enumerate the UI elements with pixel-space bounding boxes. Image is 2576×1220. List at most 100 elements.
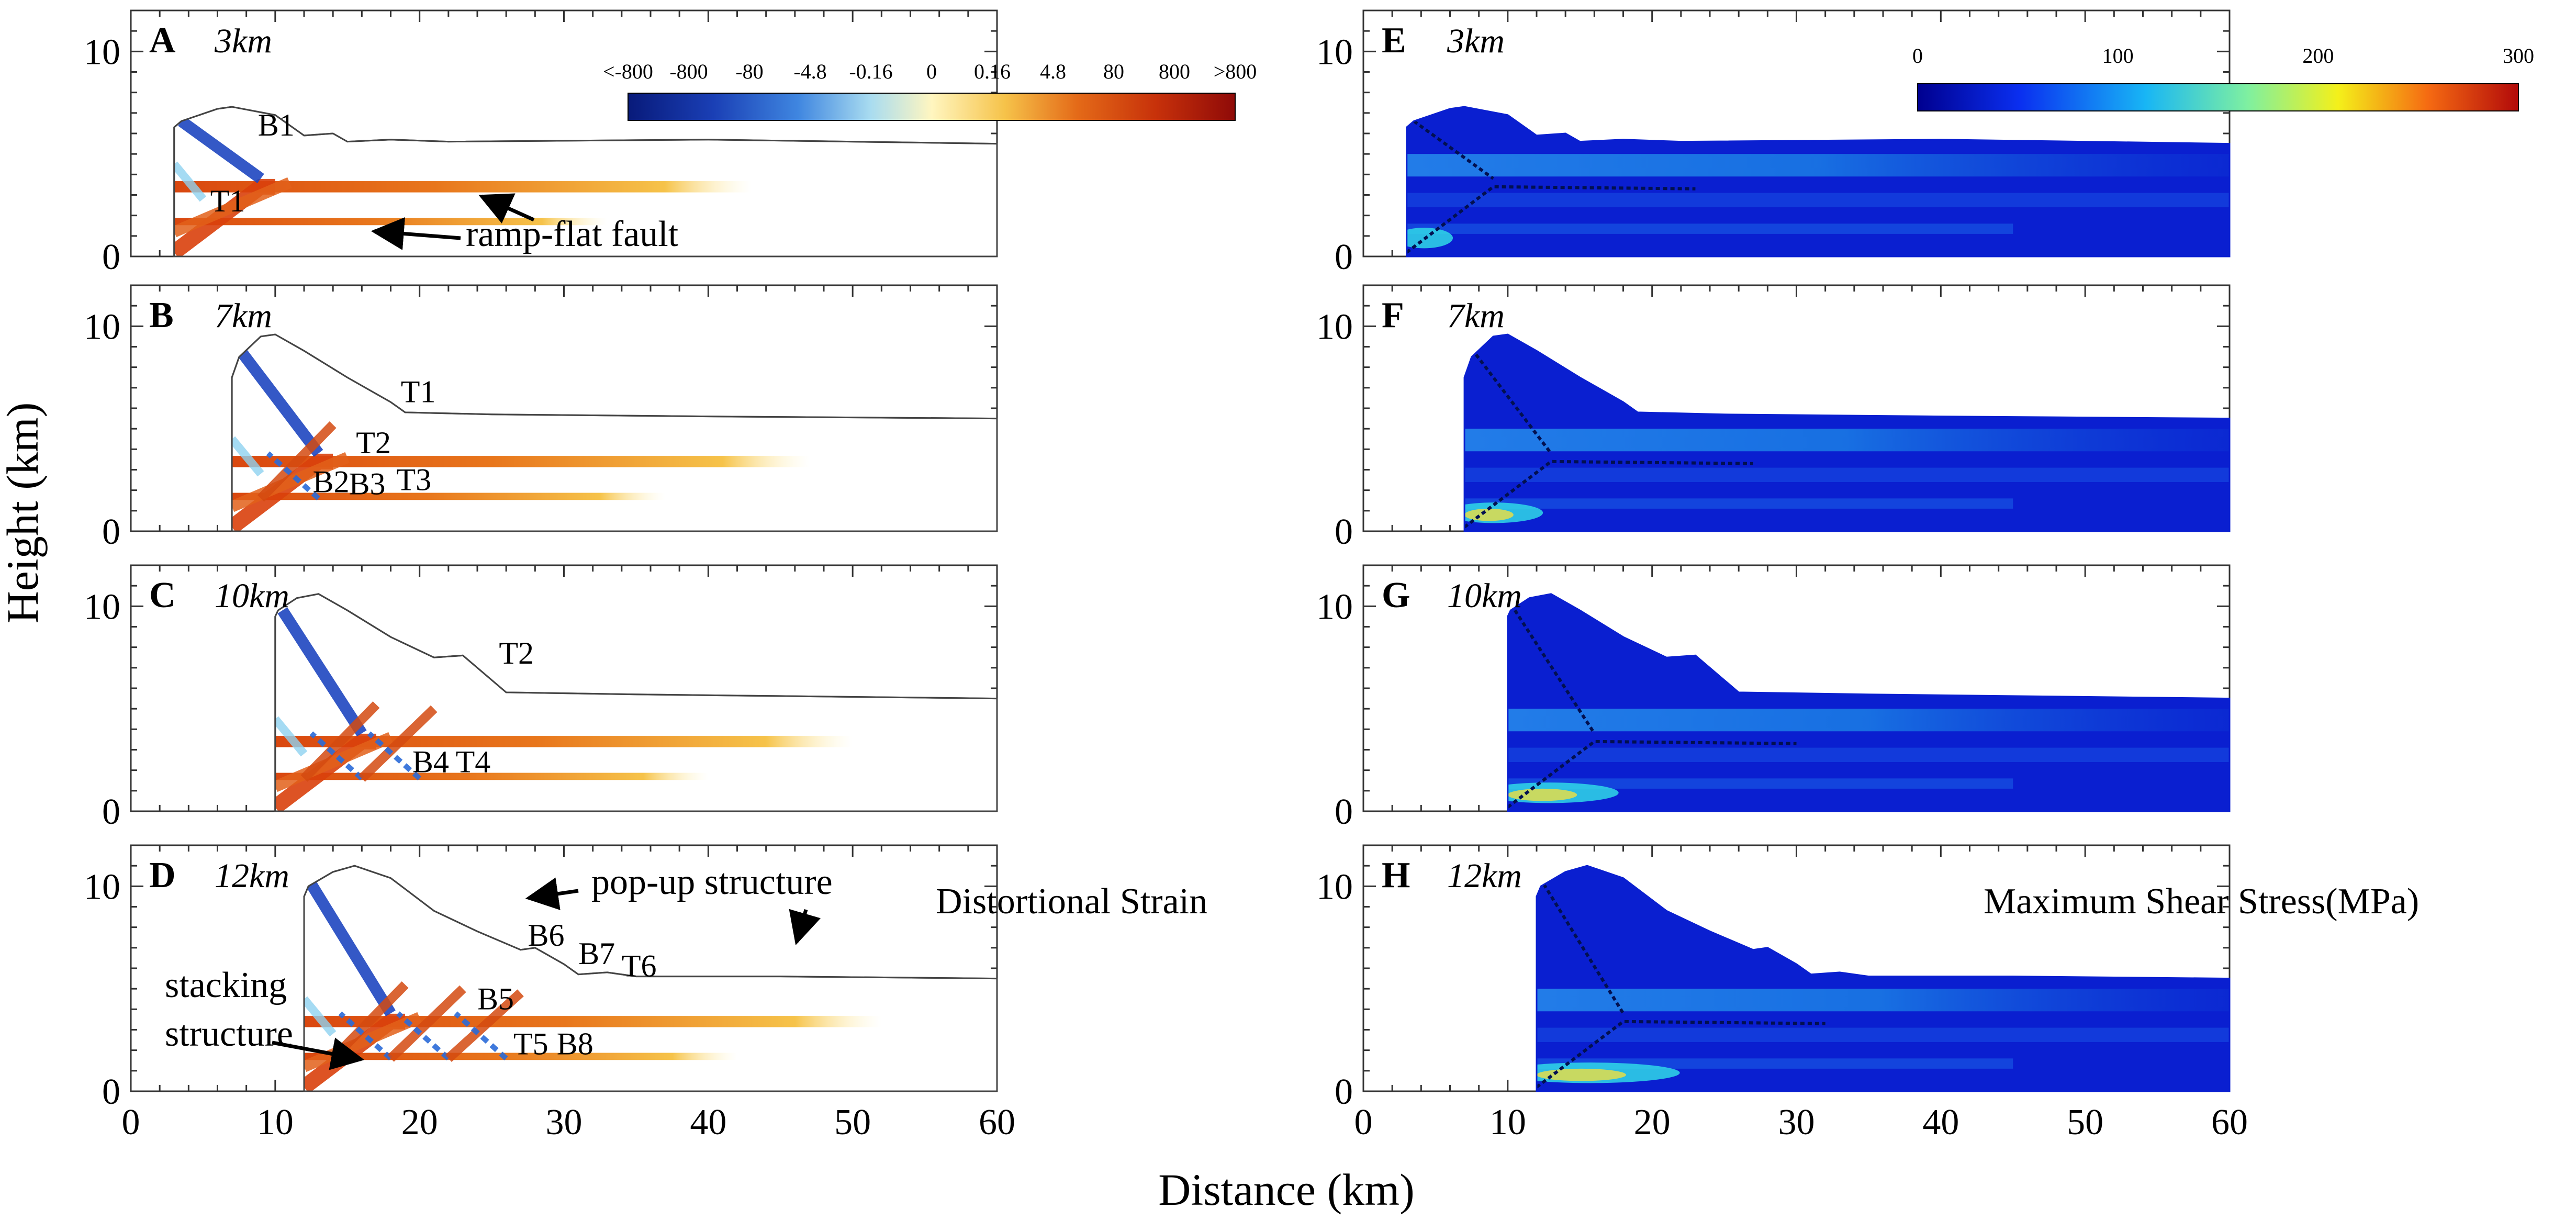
panel-shortening-label: 3km (214, 22, 272, 60)
y-tick-label: 10 (84, 587, 120, 627)
strain-section-outline (274, 593, 998, 812)
stress-mid-band (1507, 747, 2230, 762)
strain-colorbar-tick: <-800 (603, 60, 653, 83)
stress-upper-band (1537, 989, 2230, 1012)
strain-minor-zone (174, 161, 207, 202)
panel-letter: G (1382, 575, 1410, 615)
panel-shortening-label: 7km (215, 297, 272, 335)
stress-colorbar-tick: 300 (2503, 44, 2534, 68)
strain-colorbar-tick: >800 (1214, 60, 1257, 83)
x-tick-label: 50 (834, 1102, 871, 1143)
strain-colorbar-tick: 80 (1103, 60, 1124, 83)
panel-letter: B (149, 295, 174, 335)
strain-backthrust (306, 881, 396, 1016)
stress-colorbar-ramp (1917, 83, 2519, 111)
stress-mid-band (1537, 1027, 2230, 1042)
x-tick-label: 50 (2067, 1102, 2103, 1143)
stress-section-body (1406, 107, 2230, 257)
y-tick-label: 0 (1335, 512, 1353, 552)
fault-label: T1 (401, 374, 436, 409)
strain-ramp-fault (275, 732, 393, 792)
strain-backthrust (309, 731, 364, 781)
y-axis-label: Height (km) (0, 402, 48, 624)
panel-letter: A (149, 20, 176, 61)
stress-fields (1464, 348, 2230, 529)
strain-backthrust (234, 345, 323, 457)
stress-hotspot-core (1537, 1068, 1627, 1081)
strain-colorbar-ramp (628, 93, 1236, 121)
stress-fields (1537, 883, 2230, 1089)
strain-backthrust (367, 731, 421, 781)
panel-shortening-label: 7km (1447, 297, 1505, 335)
strain-colorbar-tick: 0 (926, 60, 937, 83)
stress-colorbar: 0 100 200 300 (1912, 44, 2534, 111)
strain-backthrust (454, 1011, 508, 1061)
fault-label: B3 (349, 467, 386, 501)
strain-section-body (231, 333, 998, 532)
strain-colorbar-tick: 800 (1159, 60, 1190, 83)
stress-upper-band (1507, 709, 2230, 732)
stress-fields (1406, 120, 2230, 254)
fault-label: T6 (622, 949, 657, 983)
popup-arrow-down (789, 909, 821, 946)
stacking-label-line2: structure (165, 1014, 293, 1054)
popup-label: pop-up structure (591, 862, 833, 902)
y-tick-label: 10 (1316, 867, 1353, 907)
strain-backthrust (277, 607, 367, 737)
stress-upper-band (1406, 154, 2230, 177)
strain-ramp-fault (232, 452, 350, 512)
stress-section-outline (1536, 865, 2231, 1092)
x-tick-label: 60 (2211, 1102, 2248, 1143)
stress-colorbar-ticks: 0 100 200 300 (1912, 44, 2534, 68)
ramp-flat-arrow-upper (478, 193, 535, 223)
stress-hotspot-core (1464, 508, 1514, 521)
panel-shortening-label: 3km (1447, 22, 1505, 60)
fault-label: B4 (412, 745, 449, 779)
panel-g: G 10km 0 10 (1316, 564, 2231, 832)
stress-section-outline (1463, 333, 2231, 532)
strain-colorbar-tick: -0.16 (849, 60, 892, 83)
x-tick-label: 10 (1489, 1102, 1526, 1143)
fault-label: T2 (499, 636, 534, 670)
x-tick-label: 40 (1922, 1102, 1959, 1143)
stress-upper-band (1464, 429, 2230, 452)
strain-backthrust (396, 1011, 451, 1061)
x-tick-label: 0 (122, 1102, 140, 1143)
stress-section-outline (1507, 593, 2231, 812)
fault-label: T1 (210, 184, 245, 218)
strain-colorbar-tick: 0.16 (974, 60, 1011, 83)
y-tick-label: 0 (102, 1072, 120, 1112)
y-tick-label: 10 (1316, 307, 1353, 347)
strain-section-outline (231, 333, 998, 532)
strain-detachment-band (275, 773, 709, 780)
strain-colorbar-tick: -80 (735, 60, 763, 83)
x-tick-label: 40 (690, 1102, 726, 1143)
stress-colorbar-tick: 200 (2302, 44, 2334, 68)
stress-fault-trace (1542, 883, 1625, 1014)
strain-ramp-fault (174, 177, 292, 238)
strain-imbricate-fault (359, 705, 438, 782)
x-tick-label: 20 (401, 1102, 438, 1143)
fault-label: B8 (557, 1027, 593, 1061)
stress-lower-band (1464, 498, 2013, 509)
strain-minor-zone (275, 716, 308, 757)
panel-letter: D (149, 855, 176, 896)
panel-c: C 10km 0 10 T2 B4 T4 (84, 564, 998, 832)
stress-lower-band (1406, 223, 2013, 234)
strain-detachment-band (232, 493, 665, 500)
y-tick-label: 0 (102, 237, 120, 277)
panel-shortening-label: 10km (215, 577, 289, 615)
strain-section-outline (173, 106, 998, 258)
panel-d: D 12km 0 10 B6 B7 T6 B5 T5 B8 0 10 20 30 40 50 60 (84, 844, 1015, 1143)
strain-backthrust (338, 1011, 393, 1061)
strain-backthrust (178, 116, 264, 184)
fault-label: B6 (528, 918, 565, 953)
x-tick-label: 30 (546, 1102, 583, 1143)
strain-colorbar-tick: 4.8 (1040, 60, 1066, 83)
strain-imbricate-fault (257, 421, 337, 502)
panel-letter: C (149, 575, 176, 615)
stress-fault-trace (1464, 460, 1753, 529)
strain-colorbar-tick: -4.8 (793, 60, 826, 83)
